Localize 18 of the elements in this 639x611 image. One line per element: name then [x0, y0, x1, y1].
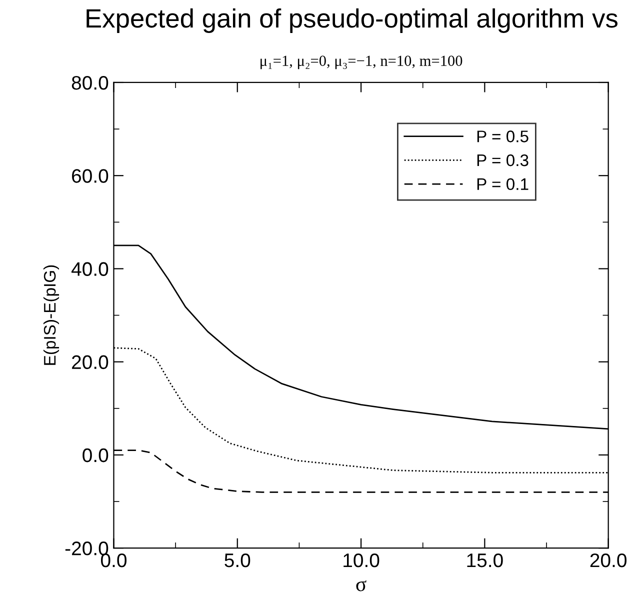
- x-axis-title: σ: [356, 580, 366, 592]
- x-tick-label: 20.0: [590, 553, 626, 568]
- y-axis-title: E(pIS)-E(pIG): [43, 265, 60, 365]
- y-tick-label: 0.0: [82, 448, 108, 462]
- x-tick-label: 5.0: [224, 553, 250, 568]
- legend-label: P = 0.5: [477, 130, 528, 142]
- legend-label: P = 0.3: [477, 154, 528, 166]
- y-tick-label: 40.0: [71, 262, 108, 276]
- legend-label: P = 0.1: [477, 178, 528, 190]
- chart-title: Expected gain of pseudo-optimal algorithm vs: [86, 8, 618, 33]
- x-tick-label: 15.0: [467, 553, 503, 568]
- y-tick-label: -20.0: [65, 542, 108, 556]
- y-tick-label: 20.0: [72, 355, 108, 370]
- x-tick-label: 10.0: [344, 553, 380, 568]
- chart-subtitle: μ₁=1, μ₂=0, μ₃=−1, n=10, m=100: [260, 56, 462, 70]
- x-tick-label: 0.0: [100, 553, 126, 568]
- y-tick-label: 80.0: [72, 76, 108, 90]
- y-tick-label: 60.0: [72, 169, 108, 183]
